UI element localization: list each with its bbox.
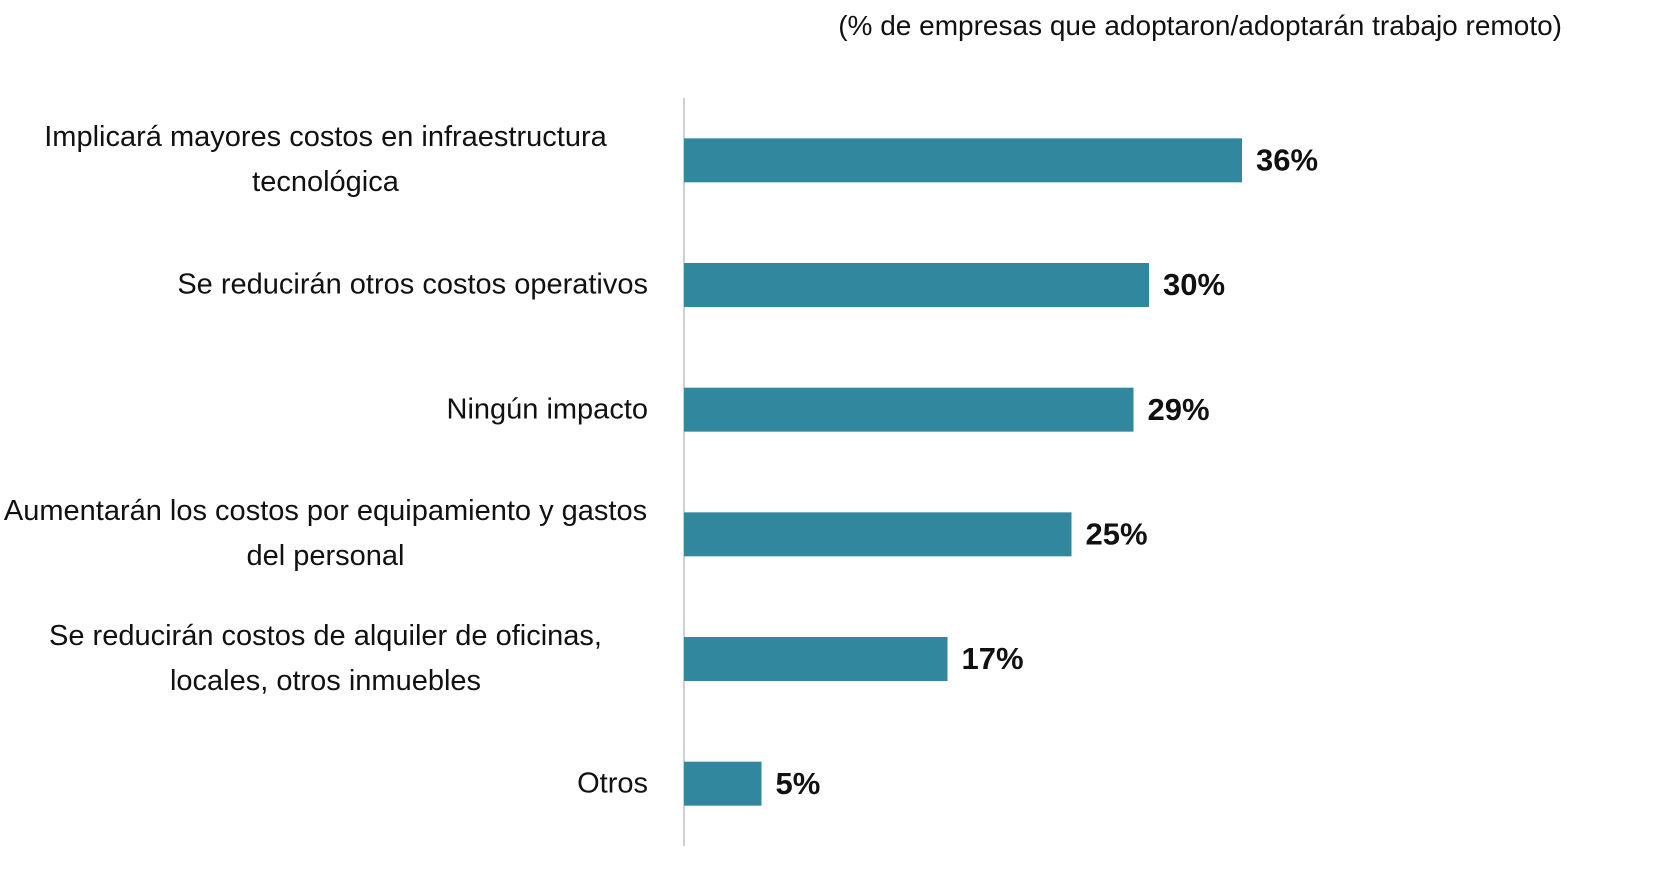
category-label-wrap: Otros xyxy=(0,761,648,806)
bar xyxy=(684,512,1072,557)
category-label-wrap: Ningún impacto xyxy=(0,387,649,432)
category-label: Se reducirán costos de alquiler de ofici… xyxy=(49,620,602,697)
category-label-wrap: Implicará mayores costos en infraestruct… xyxy=(0,115,648,205)
category-label-wrap: Se reducirán otros costos operativos xyxy=(0,263,648,308)
value-label: 17% xyxy=(962,641,1024,676)
bar xyxy=(684,387,1134,432)
value-label: 25% xyxy=(1086,517,1148,552)
category-label: Ningún impacto xyxy=(446,393,649,426)
bar xyxy=(684,761,762,806)
subtitle: (% de empresas que adoptaron/adoptarán t… xyxy=(838,10,1562,41)
value-label: 30% xyxy=(1163,267,1225,302)
bar xyxy=(684,138,1242,183)
value-label: 29% xyxy=(1148,392,1210,427)
bar xyxy=(684,637,948,681)
value-label: 36% xyxy=(1256,143,1318,178)
category-label: Aumentarán los costos por equipamiento y… xyxy=(3,495,648,573)
bar xyxy=(684,263,1149,307)
value-label: 5% xyxy=(776,766,821,801)
category-label: Otros xyxy=(577,767,648,800)
category-label-wrap: Se reducirán costos de alquiler de ofici… xyxy=(0,614,648,704)
category-label: Implicará mayores costos en infraestruct… xyxy=(44,121,607,199)
category-label-wrap: Aumentarán los costos por equipamiento y… xyxy=(0,489,648,579)
category-label: Se reducirán otros costos operativos xyxy=(177,268,648,301)
